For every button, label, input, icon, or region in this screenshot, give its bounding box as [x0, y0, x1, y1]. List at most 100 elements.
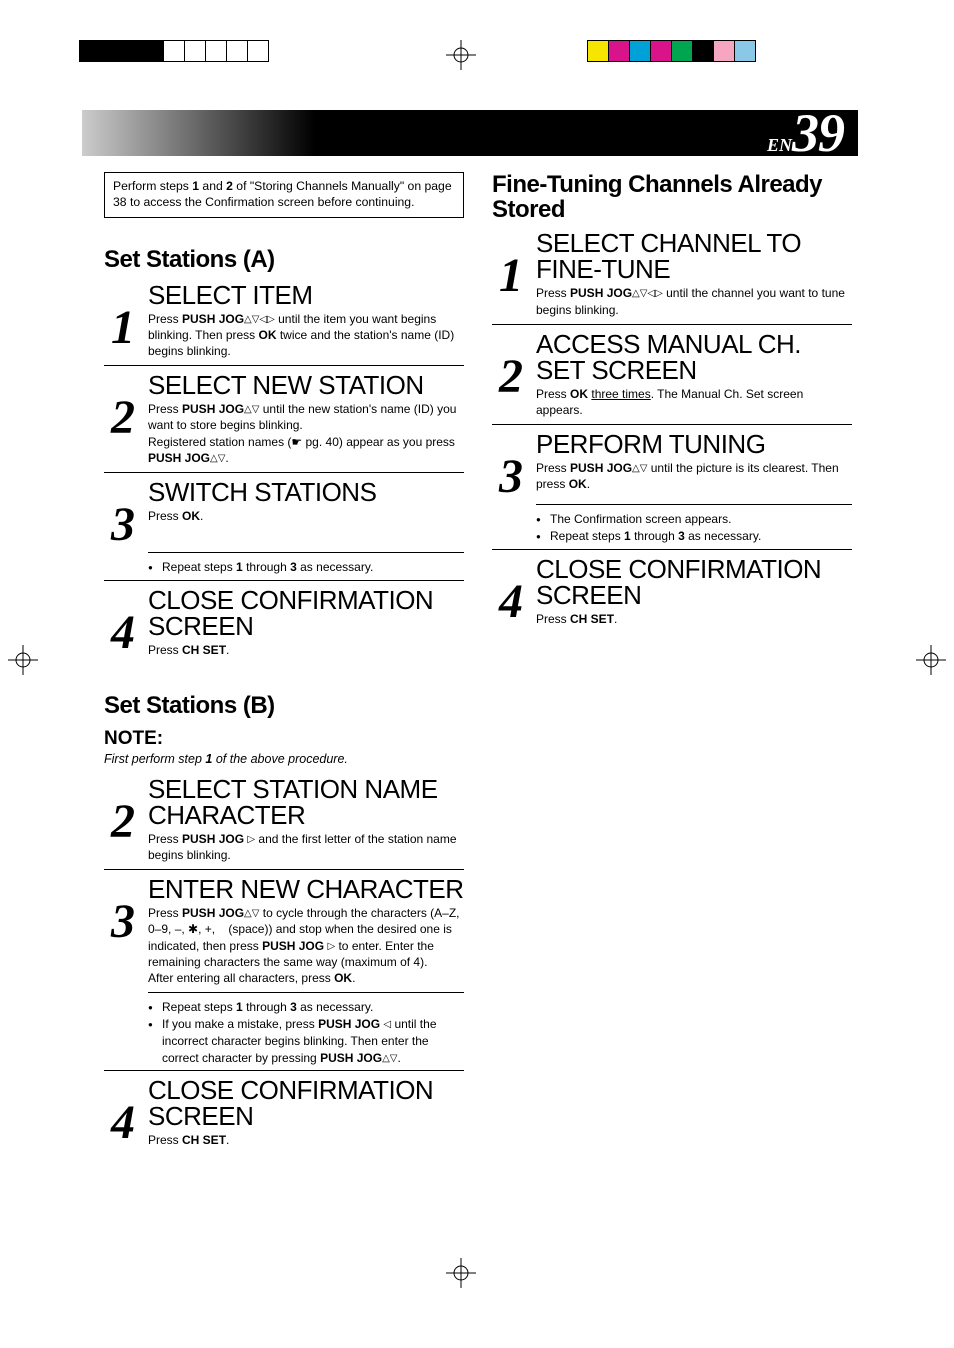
step-body: SELECT STATION NAME CHARACTERPress PUSH … [142, 776, 464, 863]
step-heading: CLOSE CONFIRMATION SCREEN [536, 556, 852, 608]
bullet-dot-icon: ● [536, 511, 550, 528]
step-text: Press PUSH JOG ▷ and the first letter of… [148, 831, 464, 863]
step-body: SELECT CHANNEL TO FINE-TUNEPress PUSH JO… [530, 230, 852, 317]
color-swatch [226, 40, 248, 62]
step-body: ACCESS MANUAL CH. SET SCREENPress OK thr… [530, 331, 852, 418]
step-text: Press PUSH JOG△▽ until the new station's… [148, 401, 464, 466]
section-a-steps: 1SELECT ITEMPress PUSH JOG△▽◁▷ until the… [104, 282, 464, 660]
bullet-dot-icon: ● [148, 999, 162, 1016]
color-swatch [184, 40, 206, 62]
color-swatch [713, 40, 735, 62]
section-c-title: Fine-Tuning Channels Already Stored [492, 172, 852, 222]
page-content: Perform steps 1 and 2 of "Storing Channe… [104, 172, 854, 1151]
intro-note-box: Perform steps 1 and 2 of "Storing Channe… [104, 172, 464, 218]
color-swatch [650, 40, 672, 62]
step-body: SELECT NEW STATION Press PUSH JOG△▽ until… [142, 372, 464, 466]
bullet-item: ●If you make a mistake, press PUSH JOG ◁… [148, 1016, 464, 1066]
registration-mark-icon [8, 645, 38, 675]
step: 3ENTER NEW CHARACTER Press PUSH JOG△▽ to … [104, 876, 464, 988]
step-heading: ENTER NEW CHARACTER [148, 876, 464, 902]
step: 3SWITCH STATIONSPress OK. [104, 479, 464, 548]
color-swatch [692, 40, 714, 62]
step-bullets: ●The Confirmation screen appears.●Repeat… [536, 511, 852, 549]
color-bars-right [588, 40, 756, 62]
right-column: Fine-Tuning Channels Already Stored 1SEL… [492, 172, 852, 1151]
step-number: 1 [492, 256, 530, 297]
step: 4CLOSE CONFIRMATION SCREEN Press CH SET. [104, 587, 464, 660]
step-heading: ACCESS MANUAL CH. SET SCREEN [536, 331, 852, 383]
bullet-text: Repeat steps 1 through 3 as necessary. [162, 999, 373, 1016]
step-text: Press CH SET. [148, 1132, 464, 1148]
step: 4CLOSE CONFIRMATION SCREEN Press CH SET. [492, 556, 852, 629]
step-bullets: ●Repeat steps 1 through 3 as necessary. [148, 559, 464, 580]
step-heading: CLOSE CONFIRMATION SCREEN [148, 1077, 464, 1129]
bullet-dot-icon: ● [148, 559, 162, 576]
bullet-text: The Confirmation screen appears. [550, 511, 731, 528]
bullet-text: Repeat steps 1 through 3 as necessary. [162, 559, 373, 576]
step-number: 4 [104, 613, 142, 654]
bullet-text: Repeat steps 1 through 3 as necessary. [550, 528, 761, 545]
bullet-item: ●Repeat steps 1 through 3 as necessary. [536, 528, 852, 545]
section-b-title: Set Stations (B) [104, 692, 464, 720]
color-swatch [734, 40, 756, 62]
section-a-title: Set Stations (A) [104, 246, 464, 274]
color-swatch [587, 40, 609, 62]
page-header-bar: EN39 [82, 110, 858, 156]
step-number: 3 [104, 505, 142, 546]
step-number: 1 [104, 308, 142, 349]
step: 2SELECT NEW STATIONPress PUSH JOG△▽ unti… [104, 372, 464, 473]
step-body: CLOSE CONFIRMATION SCREEN Press CH SET. [142, 587, 464, 658]
bullet-dot-icon: ● [536, 528, 550, 545]
section-b-steps: 2SELECT STATION NAME CHARACTERPress PUSH… [104, 776, 464, 1151]
color-swatch [79, 40, 101, 62]
step-body: CLOSE CONFIRMATION SCREEN Press CH SET. [142, 1077, 464, 1148]
step-number: 3 [104, 902, 142, 943]
page-number: EN39 [767, 102, 844, 164]
section-b-note-title: NOTE: [104, 728, 464, 750]
bullet-item: ●Repeat steps 1 through 3 as necessary. [148, 559, 464, 576]
step-text: Press CH SET. [536, 611, 852, 627]
step-number: 3 [492, 457, 530, 498]
step: 4CLOSE CONFIRMATION SCREEN Press CH SET. [104, 1077, 464, 1150]
bullet-item: ●Repeat steps 1 through 3 as necessary. [148, 999, 464, 1016]
step: 2ACCESS MANUAL CH. SET SCREENPress OK th… [492, 331, 852, 425]
step: 1SELECT ITEMPress PUSH JOG△▽◁▷ until the… [104, 282, 464, 367]
bullet-item: ●The Confirmation screen appears. [536, 511, 852, 528]
step-heading: PERFORM TUNING [536, 431, 852, 457]
step: 1SELECT CHANNEL TO FINE-TUNEPress PUSH J… [492, 230, 852, 324]
color-swatch [142, 40, 164, 62]
step-heading: SELECT NEW STATION [148, 372, 464, 398]
left-column: Perform steps 1 and 2 of "Storing Channe… [104, 172, 464, 1151]
color-swatch [163, 40, 185, 62]
color-swatch [100, 40, 122, 62]
bullet-text: If you make a mistake, press PUSH JOG ◁ … [162, 1016, 464, 1066]
step-heading: SELECT ITEM [148, 282, 464, 308]
bullet-dot-icon: ● [148, 1016, 162, 1066]
section-b-note-sub: First perform step 1 of the above proced… [104, 752, 464, 766]
color-swatch [671, 40, 693, 62]
step: 3PERFORM TUNING Press PUSH JOG△▽ until th… [492, 431, 852, 500]
step-text: Press PUSH JOG△▽ to cycle through the ch… [148, 905, 464, 986]
step-body: SWITCH STATIONSPress OK. [142, 479, 464, 524]
step-heading: CLOSE CONFIRMATION SCREEN [148, 587, 464, 639]
color-swatch [247, 40, 269, 62]
step-number: 4 [104, 1103, 142, 1144]
step-text: Press PUSH JOG△▽◁▷ until the channel you… [536, 285, 852, 317]
color-swatch [608, 40, 630, 62]
color-bars-left [80, 40, 269, 62]
step-body: CLOSE CONFIRMATION SCREEN Press CH SET. [530, 556, 852, 627]
section-c-steps: 1SELECT CHANNEL TO FINE-TUNEPress PUSH J… [492, 230, 852, 628]
color-swatch [121, 40, 143, 62]
step-text: Press PUSH JOG△▽ until the picture is it… [536, 460, 852, 492]
registration-mark-icon [916, 645, 946, 675]
step-text: Press CH SET. [148, 642, 464, 658]
step-number: 2 [104, 802, 142, 843]
step-heading: SELECT CHANNEL TO FINE-TUNE [536, 230, 852, 282]
step-number: 4 [492, 582, 530, 623]
step-text: Press OK three times. The Manual Ch. Set… [536, 386, 852, 418]
step-bullets: ●Repeat steps 1 through 3 as necessary.●… [148, 999, 464, 1070]
step-body: SELECT ITEMPress PUSH JOG△▽◁▷ until the … [142, 282, 464, 360]
registration-mark-icon [446, 1258, 476, 1288]
step-number: 2 [492, 357, 530, 398]
color-swatch [205, 40, 227, 62]
